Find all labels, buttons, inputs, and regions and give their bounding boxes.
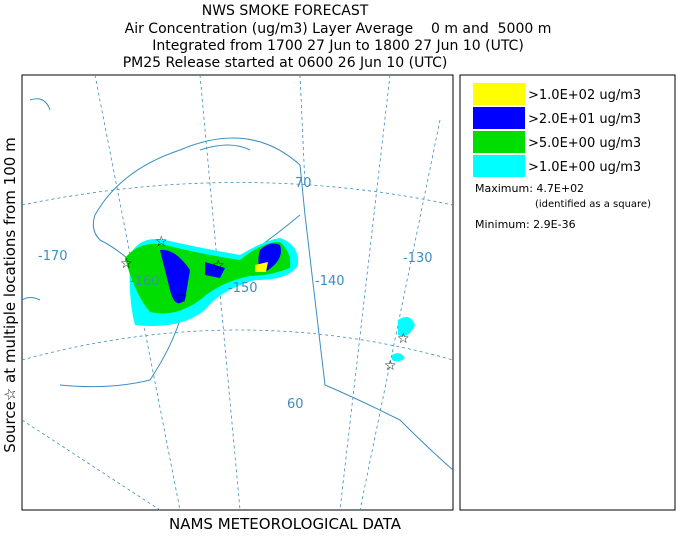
legend: >1.0E+02 ug/m3 >2.0E+01 ug/m3 >5.0E+00 ug/… [473, 83, 641, 177]
map-label: -130 [403, 251, 433, 266]
legend-swatch [473, 83, 525, 105]
source-stars: ☆☆☆☆☆☆ [120, 234, 410, 374]
svg-text:☆: ☆ [212, 258, 225, 274]
legend-swatch [473, 107, 525, 129]
legend-frame [459, 74, 676, 511]
subtitle: PM25 Release started at 0600 26 Jun 10 (… [123, 55, 448, 71]
map: ☆☆☆☆☆☆ -170 -160 -150 -140 -130 70 60 [21, 74, 454, 511]
legend-swatch [473, 155, 525, 177]
map-label: -150 [228, 281, 258, 296]
subtitle: Integrated from 1700 27 Jun to 1800 27 J… [152, 38, 524, 54]
legend-label: >1.0E+02 ug/m3 [528, 88, 641, 103]
legend-swatch [473, 131, 525, 153]
side-label: Source☆ at multiple locations from 100 m [1, 137, 19, 452]
svg-text:☆: ☆ [175, 290, 188, 306]
subtitle: Air Concentration (ug/m3) Layer Average … [125, 21, 552, 37]
legend-label: >2.0E+01 ug/m3 [528, 112, 641, 127]
title: NWS SMOKE FORECAST [202, 3, 369, 19]
map-label: 60 [287, 397, 304, 412]
map-frame [21, 74, 454, 511]
minimum: Minimum: 2.9E-36 [475, 218, 576, 231]
svg-text:☆: ☆ [120, 256, 133, 272]
max-note: (identified as a square) [535, 199, 651, 210]
maximum: Maximum: 4.7E+02 [475, 182, 584, 195]
map-label: -170 [38, 249, 68, 264]
map-label: -140 [315, 274, 345, 289]
footer: NAMS METEOROLOGICAL DATA [169, 515, 402, 532]
svg-text:☆: ☆ [397, 331, 410, 347]
svg-text:☆: ☆ [155, 234, 168, 250]
map-label: -160 [130, 274, 160, 289]
legend-label: >5.0E+00 ug/m3 [528, 136, 641, 151]
map-label: 70 [295, 176, 312, 191]
legend-label: >1.0E+00 ug/m3 [528, 160, 641, 175]
svg-text:☆: ☆ [384, 358, 397, 374]
